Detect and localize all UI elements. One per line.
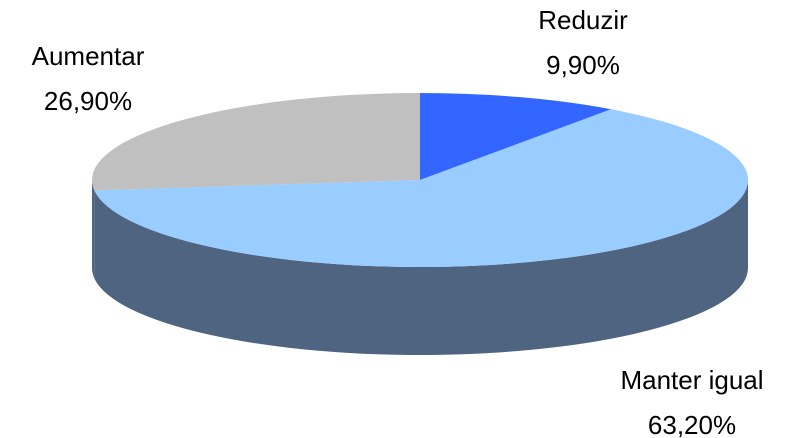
slice-value-label: 26,90% [44,86,132,116]
pie-slice [92,93,420,191]
slice-label: Reduzir [538,5,628,35]
pie-side [94,180,749,355]
slice-value-label: 9,90% [546,50,620,80]
slice-label: Aumentar [32,41,145,71]
slice-value-label: 63,20% [648,410,736,438]
pie-slice [420,93,612,180]
slice-label: Manter igual [620,365,763,395]
pie-side [92,180,95,279]
pie-slice [94,109,749,267]
